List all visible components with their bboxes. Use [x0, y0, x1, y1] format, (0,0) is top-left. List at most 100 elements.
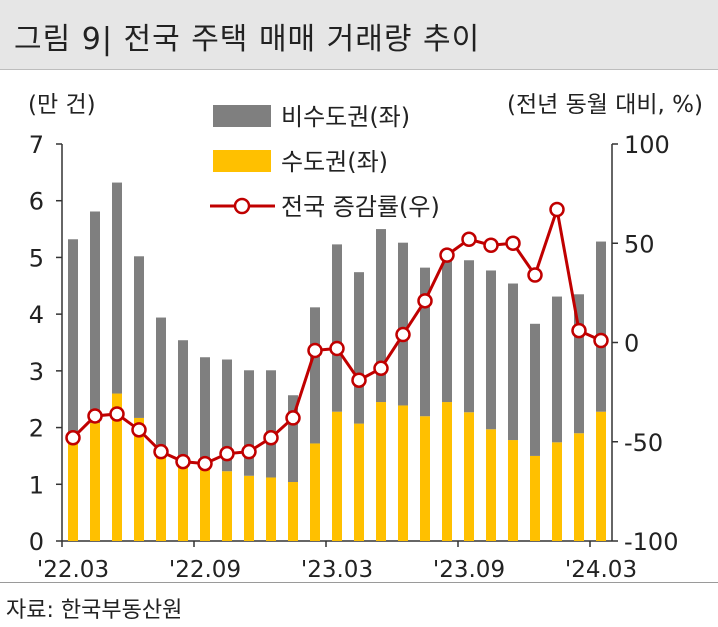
legend-label-noncapital: 비수도권(좌)	[281, 103, 410, 131]
growth-point	[131, 422, 147, 438]
bar-noncapital	[398, 242, 408, 406]
bar-capital	[90, 423, 100, 541]
bar-noncapital	[596, 241, 606, 412]
bar-capital	[376, 402, 386, 541]
growth-point	[329, 340, 345, 357]
y-right-label: (전년 동월 대비, %)	[507, 92, 703, 118]
left-tick-label: 7	[29, 131, 44, 159]
x-tick-label: '22.09	[169, 557, 241, 580]
right-tick-label: 100	[624, 131, 670, 159]
growth-point	[395, 326, 411, 343]
left-tick-label: 4	[29, 301, 44, 329]
bar-noncapital	[222, 359, 232, 472]
growth-point	[439, 247, 455, 263]
growth-point	[593, 332, 609, 349]
axis-labels: (만 건) (전년 동월 대비, %)	[28, 92, 703, 118]
right-tick-label: -50	[624, 429, 663, 457]
legend: 비수도권(좌) 수도권(좌) 전국 증감률(우)	[210, 103, 440, 221]
growth-point	[417, 293, 433, 309]
right-tick-label: -100	[624, 528, 678, 556]
bar-capital	[574, 433, 584, 541]
chart: 0 1 2 3 4 5 6 7 -100 -50 0 50 100 '22.03 '22.09 '23.03 '…	[28, 92, 703, 580]
growth-point	[285, 410, 301, 426]
legend-label-capital: 수도권(좌)	[281, 148, 388, 176]
bar-noncapital	[288, 395, 298, 483]
y-left-label: (만 건)	[28, 92, 96, 118]
growth-point	[109, 406, 125, 422]
right-tick-label: 50	[624, 230, 655, 258]
right-tick-label: 0	[624, 330, 639, 358]
bar-noncapital	[420, 267, 430, 417]
bars	[68, 182, 606, 541]
legend-label-growth: 전국 증감률(우)	[281, 193, 440, 221]
bar-noncapital	[486, 270, 496, 430]
bar-capital	[486, 429, 496, 541]
bar-capital	[310, 443, 320, 541]
left-tick-label: 5	[29, 244, 44, 272]
left-tick-label: 2	[29, 415, 44, 443]
bar-capital	[420, 416, 430, 541]
source-note: 자료: 한국부동산원	[6, 598, 183, 623]
left-tick-label: 1	[29, 471, 44, 499]
bar-noncapital	[68, 239, 78, 439]
growth-point	[65, 430, 81, 446]
bar-capital	[530, 455, 540, 541]
left-tick-label: 6	[29, 188, 44, 216]
bar-noncapital	[574, 294, 584, 434]
divider	[0, 582, 718, 583]
bar-capital	[332, 411, 342, 541]
growth-point	[549, 201, 565, 218]
growth-point	[219, 445, 235, 462]
legend-swatch-noncapital	[213, 105, 271, 127]
bar-capital	[68, 438, 78, 541]
bar-noncapital	[244, 370, 254, 476]
bar-capital	[112, 393, 122, 541]
x-tick-label: '23.03	[301, 557, 373, 580]
bar-noncapital	[376, 229, 386, 403]
bar-noncapital	[134, 256, 144, 418]
growth-point	[373, 360, 389, 377]
growth-point	[505, 235, 521, 251]
growth-point	[483, 237, 499, 253]
bar-noncapital	[508, 283, 518, 441]
bar-capital	[156, 451, 166, 541]
bar-noncapital	[266, 370, 276, 478]
bar-capital	[222, 471, 232, 541]
bar-capital	[508, 440, 518, 541]
bar-noncapital	[156, 317, 166, 452]
x-tick-label: '22.03	[37, 557, 109, 580]
growth-point	[527, 267, 543, 283]
bar-capital	[552, 442, 562, 541]
growth-point	[461, 231, 477, 248]
bar-capital	[200, 462, 210, 541]
growth-point	[571, 322, 587, 339]
growth-point	[175, 453, 191, 470]
bar-capital	[354, 423, 364, 541]
left-tick-label: 3	[29, 358, 44, 386]
growth-point	[351, 372, 367, 388]
legend-swatch-marker	[233, 197, 251, 215]
bar-capital	[398, 405, 408, 541]
growth-point	[307, 342, 323, 359]
left-tick-label: 0	[29, 528, 44, 556]
bar-capital	[464, 412, 474, 541]
bar-capital	[178, 465, 188, 541]
axes: 0 1 2 3 4 5 6 7 -100 -50 0 50 100 '22.03 '22.09 '23.03 '…	[29, 131, 679, 580]
bar-noncapital	[442, 260, 452, 403]
x-tick-label: '24.03	[565, 557, 637, 580]
bar-capital	[596, 411, 606, 541]
growth-point	[153, 443, 169, 460]
bar-noncapital	[354, 272, 364, 424]
bar-noncapital	[112, 182, 122, 394]
bar-capital	[134, 417, 144, 541]
bar-noncapital	[200, 357, 210, 463]
chart-title: 그림 9| 전국 주택 매매 거래량 추이	[14, 22, 481, 57]
title-bar: 그림 9| 전국 주택 매매 거래량 추이	[0, 0, 718, 70]
growth-point	[197, 455, 213, 472]
x-tick-label: '23.09	[433, 557, 505, 580]
bar-noncapital	[552, 296, 562, 443]
bar-noncapital	[332, 244, 342, 412]
bar-noncapital	[530, 323, 540, 456]
bar-capital	[288, 482, 298, 541]
bar-noncapital	[178, 340, 188, 466]
